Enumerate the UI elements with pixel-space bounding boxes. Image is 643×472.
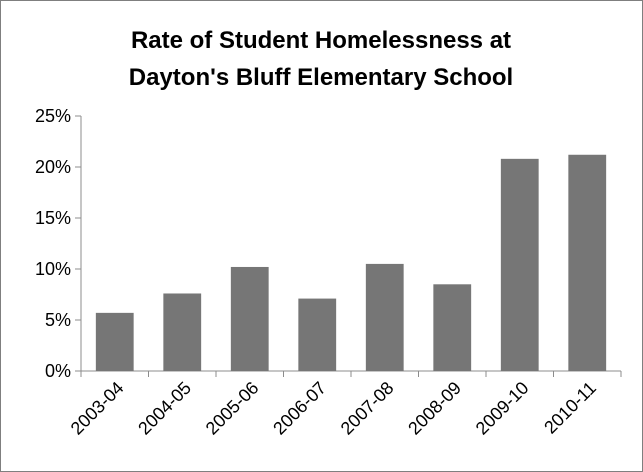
plot-area: 0%5%10%15%20%25%2003-04 2004-05 2005-06 200…: [35, 106, 622, 439]
y-tick-label: 10%: [35, 259, 71, 279]
bar: [95, 312, 134, 371]
bar: [500, 158, 539, 371]
bar: [433, 284, 472, 371]
x-tick-label: 2005-06: [202, 378, 263, 439]
chart-title-line-2: Dayton's Bluff Elementary School: [129, 64, 513, 91]
x-tick-label: 2003-04: [67, 378, 128, 439]
bar: [568, 154, 607, 371]
x-tick-label: 2009-10: [472, 378, 533, 439]
bar: [163, 293, 202, 371]
x-tick-label: 2007-08: [337, 378, 398, 439]
bar: [365, 263, 404, 371]
y-tick-label: 25%: [35, 106, 71, 126]
x-tick-label: 2010-11: [540, 378, 600, 438]
x-tick-label: 2004-05: [134, 378, 195, 439]
chart-title-line-1: Rate of Student Homelessness at: [131, 27, 511, 54]
y-tick-label: 15%: [35, 208, 71, 228]
bar: [230, 266, 269, 371]
x-tick-label: 2006-07: [269, 378, 330, 439]
y-tick-label: 5%: [45, 310, 71, 330]
y-tick-label: 20%: [35, 157, 71, 177]
x-tick-label: 2008-09: [404, 378, 465, 439]
bar: [298, 298, 337, 371]
y-tick-label: 0%: [45, 361, 71, 381]
